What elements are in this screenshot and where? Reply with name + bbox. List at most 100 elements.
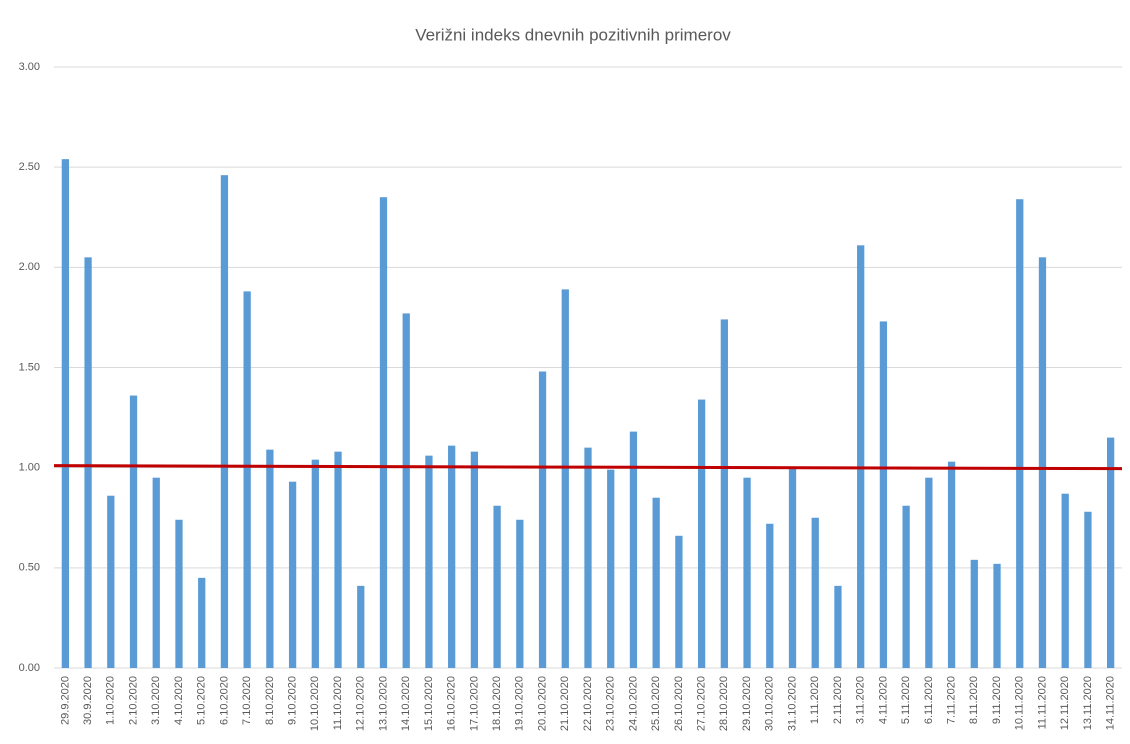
bar	[152, 477, 160, 668]
y-tick-label: 3.00	[19, 61, 40, 73]
x-tick-label: 4.11.2020	[877, 676, 889, 724]
y-tick-label: 2.50	[19, 161, 40, 173]
x-tick-label: 28.10.2020	[718, 676, 730, 731]
bar	[198, 577, 206, 668]
x-tick-label: 1.11.2020	[809, 676, 821, 724]
bar	[493, 505, 501, 668]
x-tick-label: 11.10.2020	[332, 676, 344, 730]
bar	[697, 399, 706, 668]
x-tick-label: 4.10.2020	[173, 676, 185, 725]
x-tick-label: 10.10.2020	[309, 676, 321, 731]
y-tick-label: 1.50	[19, 361, 40, 373]
x-tick-label: 31.10.2020	[786, 676, 798, 731]
bar	[993, 563, 1001, 668]
x-tick-label: 8.11.2020	[968, 676, 980, 724]
bar	[766, 523, 774, 668]
chart-title: Verižni indeks dnevnih pozitivnih primer…	[415, 25, 731, 44]
x-tick-label: 20.10.2020	[536, 676, 548, 731]
x-tick-label: 30.9.2020	[82, 676, 94, 725]
bar	[584, 447, 592, 668]
x-tick-label: 30.10.2020	[764, 676, 776, 731]
bar	[84, 257, 92, 668]
x-tick-label: 27.10.2020	[696, 676, 708, 731]
bar	[720, 319, 728, 668]
y-tick-label: 1.00	[19, 462, 40, 474]
bar	[357, 585, 365, 668]
bar	[379, 197, 388, 668]
bar	[61, 159, 69, 669]
x-tick-label: 9.11.2020	[991, 676, 1003, 724]
x-tick-label: 7.10.2020	[241, 676, 253, 725]
bar	[561, 289, 569, 668]
x-tick-label: 13.10.2020	[377, 676, 389, 731]
bar	[107, 495, 115, 668]
x-tick-label: 1.10.2020	[105, 676, 117, 725]
x-tick-label: 7.11.2020	[945, 676, 957, 724]
bar	[402, 313, 410, 668]
bar	[266, 449, 274, 668]
x-tick-label: 5.11.2020	[900, 676, 912, 724]
x-tick-label: 23.10.2020	[605, 676, 617, 731]
bar	[607, 469, 615, 668]
x-tick-label: 18.10.2020	[491, 676, 503, 731]
x-tick-label: 15.10.2020	[423, 676, 435, 731]
bar	[675, 535, 683, 668]
trendline	[53, 464, 1123, 471]
x-tick-label: 25.10.2020	[650, 676, 662, 731]
x-tick-label: 13.11.2020	[1082, 676, 1094, 730]
x-tick-label: 14.10.2020	[400, 676, 412, 731]
bar	[743, 477, 751, 668]
x-tick-label: 11.11.2020	[1036, 676, 1048, 729]
bar	[857, 245, 865, 668]
x-tick-label: 2.10.2020	[127, 676, 139, 725]
bar	[947, 461, 956, 668]
y-tick-label: 0.00	[19, 662, 40, 674]
bar	[902, 505, 910, 668]
bar	[448, 445, 456, 668]
x-tick-label: 29.9.2020	[59, 676, 71, 725]
bar	[788, 467, 797, 668]
x-tick-label: 21.10.2020	[559, 676, 571, 731]
x-tick-label: 12.10.2020	[355, 676, 367, 731]
bar	[1038, 257, 1047, 668]
x-tick-label: 8.10.2020	[264, 676, 276, 725]
x-tick-label: 22.10.2020	[582, 676, 594, 731]
x-tick-label: 12.11.2020	[1059, 676, 1071, 730]
x-tick-label: 19.10.2020	[514, 676, 526, 731]
x-tick-label: 6.10.2020	[218, 676, 230, 725]
bar	[1084, 511, 1092, 668]
x-tick-label: 2.11.2020	[832, 676, 844, 724]
bar	[516, 519, 524, 668]
bar	[425, 455, 433, 668]
bar	[470, 451, 479, 668]
bar	[834, 585, 842, 668]
bar	[334, 451, 342, 668]
bar	[311, 459, 319, 668]
bar	[629, 431, 638, 668]
x-tick-label: 6.11.2020	[923, 676, 935, 724]
y-tick-label: 0.50	[19, 562, 40, 574]
x-tick-label: 24.10.2020	[627, 676, 639, 731]
bar	[288, 481, 297, 668]
bar	[129, 395, 138, 668]
x-tick-label: 9.10.2020	[287, 676, 299, 725]
bar	[538, 371, 547, 668]
x-tick-label: 3.10.2020	[150, 676, 162, 725]
bar	[1016, 199, 1024, 668]
bar	[220, 175, 229, 668]
bar	[1061, 493, 1069, 668]
x-tick-label: 29.10.2020	[741, 676, 753, 731]
bar	[970, 559, 978, 668]
bar	[1107, 437, 1115, 668]
bar	[811, 517, 819, 668]
x-tick-label: 16.10.2020	[446, 676, 458, 731]
bar	[243, 291, 251, 668]
x-tick-label: 3.11.2020	[855, 676, 867, 724]
x-tick-label: 17.10.2020	[468, 676, 480, 731]
bar	[879, 321, 888, 668]
x-tick-label: 5.10.2020	[196, 676, 208, 725]
bar	[175, 519, 183, 668]
x-tick-label: 26.10.2020	[673, 676, 685, 731]
